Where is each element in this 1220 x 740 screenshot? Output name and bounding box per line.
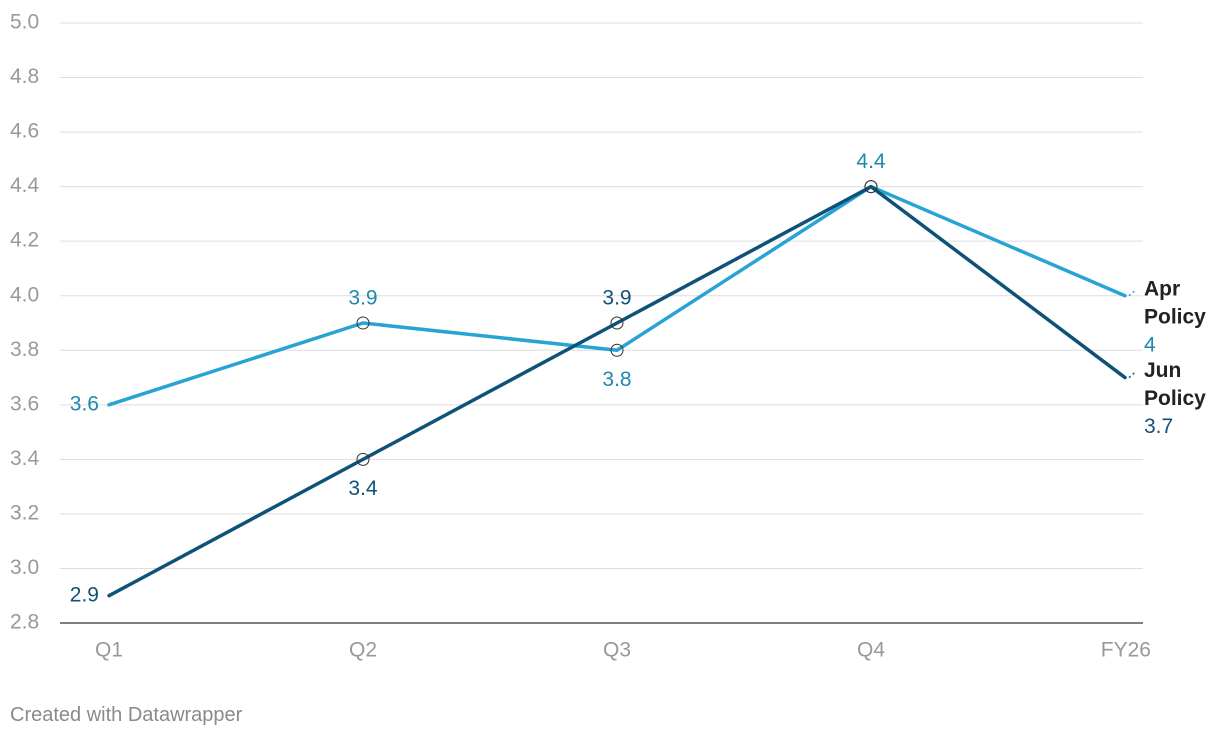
jun-end-connector <box>1128 370 1137 379</box>
point-markers <box>356 180 878 466</box>
x-tick-label: Q3 <box>603 639 631 662</box>
y-tick-label: 3.0 <box>10 556 39 579</box>
jun-point-marker <box>610 316 624 330</box>
apr-data-label: 3.6 <box>70 392 99 415</box>
y-tick-label: 4.2 <box>10 229 39 252</box>
jun-series-name: Policy <box>1144 387 1206 410</box>
jun-series-name: Jun <box>1144 359 1181 382</box>
apr-end-value-label: 4 <box>1144 333 1156 356</box>
jun-data-label: 3.4 <box>348 477 378 500</box>
y-tick-label: 4.6 <box>10 120 39 143</box>
y-tick-label: 4.8 <box>10 65 39 88</box>
y-tick-label: 3.8 <box>10 338 39 361</box>
credit-text: Created with Datawrapper <box>10 704 243 726</box>
apr-series-name: Apr <box>1144 277 1180 300</box>
apr-data-label: 4.4 <box>856 150 886 173</box>
apr-point-marker <box>356 316 370 330</box>
data-labels: 3.6 3.9 3.8 4.4 2.9 3.4 3.9 <box>70 150 886 606</box>
x-tick-label: Q2 <box>349 639 377 662</box>
y-tick-label: 5.0 <box>10 11 39 34</box>
x-axis-tick-labels: Q1 Q2 Q3 Q4 FY26 <box>95 639 1151 662</box>
apr-series-name: Policy <box>1144 305 1206 328</box>
apr-data-label: 3.8 <box>602 368 631 391</box>
apr-data-label: 3.9 <box>348 287 377 310</box>
y-tick-label: 3.6 <box>10 392 39 415</box>
y-tick-label: 2.8 <box>10 611 39 634</box>
y-tick-label: 4.4 <box>10 174 40 197</box>
grid-lines <box>60 22 1143 624</box>
series-end-labels: Apr Policy 4 Jun Policy 3.7 <box>1128 277 1206 438</box>
apr-series-line <box>107 184 1127 407</box>
x-tick-label: FY26 <box>1101 639 1151 662</box>
apr-point-marker <box>610 343 624 357</box>
apr-end-connector <box>1128 289 1137 297</box>
y-tick-label: 3.2 <box>10 501 39 524</box>
x-tick-label: Q4 <box>857 639 885 662</box>
jun-series-line <box>107 184 1127 598</box>
jun-data-label: 2.9 <box>70 583 99 606</box>
y-tick-label: 4.0 <box>10 283 39 306</box>
jun-data-label: 3.9 <box>602 287 631 310</box>
series-lines <box>107 184 1127 598</box>
y-tick-label: 3.4 <box>10 447 40 470</box>
jun-end-value-label: 3.7 <box>1144 415 1173 438</box>
x-tick-label: Q1 <box>95 639 123 662</box>
jun-point-marker <box>864 180 878 194</box>
jun-point-marker <box>356 452 370 466</box>
y-axis-tick-labels: 5.0 4.8 4.6 4.4 4.2 4.0 3.8 3.6 3.4 3.2 3.0 2.8 <box>10 11 40 634</box>
